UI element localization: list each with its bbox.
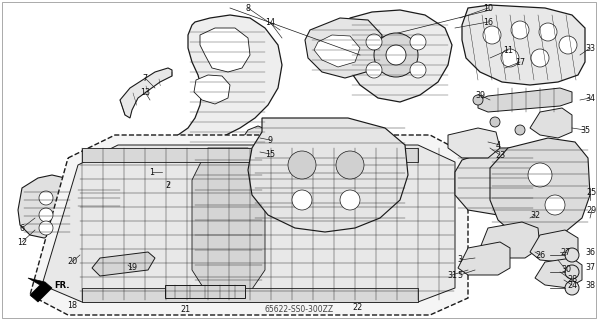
Polygon shape — [244, 126, 270, 152]
Circle shape — [490, 117, 500, 127]
Circle shape — [565, 248, 579, 262]
Circle shape — [410, 62, 426, 78]
Text: 18: 18 — [67, 300, 77, 309]
Circle shape — [565, 265, 579, 279]
Text: 34: 34 — [585, 93, 595, 102]
Text: 23: 23 — [495, 150, 505, 159]
Circle shape — [366, 34, 382, 50]
Circle shape — [501, 49, 519, 67]
Polygon shape — [192, 148, 265, 295]
Text: 3: 3 — [457, 255, 462, 265]
Text: 28: 28 — [567, 276, 577, 284]
Polygon shape — [305, 18, 382, 78]
Polygon shape — [30, 135, 468, 315]
Polygon shape — [344, 10, 452, 102]
Circle shape — [539, 23, 557, 41]
Circle shape — [483, 26, 501, 44]
Text: 30: 30 — [561, 266, 571, 275]
Polygon shape — [178, 15, 282, 148]
Text: 25: 25 — [587, 188, 597, 196]
Circle shape — [288, 151, 316, 179]
Text: 14: 14 — [265, 18, 275, 27]
Text: 7: 7 — [142, 74, 148, 83]
Text: 36: 36 — [585, 247, 595, 257]
Text: 4: 4 — [496, 140, 501, 149]
Circle shape — [565, 281, 579, 295]
Circle shape — [473, 95, 483, 105]
Text: 65622-SS0-300ZZ: 65622-SS0-300ZZ — [264, 305, 334, 314]
Text: 26: 26 — [535, 251, 545, 260]
Circle shape — [511, 21, 529, 39]
Text: 1: 1 — [150, 167, 154, 177]
Circle shape — [559, 36, 577, 54]
Text: 13: 13 — [140, 87, 150, 97]
Text: 11: 11 — [503, 45, 513, 54]
Polygon shape — [148, 165, 175, 188]
Text: 20: 20 — [67, 258, 77, 267]
Polygon shape — [530, 230, 578, 262]
Polygon shape — [478, 88, 572, 112]
Polygon shape — [490, 138, 590, 238]
Polygon shape — [248, 118, 408, 232]
Circle shape — [545, 195, 565, 215]
Polygon shape — [82, 148, 418, 162]
Polygon shape — [120, 68, 172, 118]
Polygon shape — [194, 75, 230, 104]
Text: 12: 12 — [17, 237, 27, 246]
Text: 9: 9 — [267, 135, 273, 145]
Text: 15: 15 — [265, 149, 275, 158]
Text: 32: 32 — [530, 211, 540, 220]
Polygon shape — [165, 188, 184, 204]
Text: FR.: FR. — [54, 282, 69, 291]
Circle shape — [528, 163, 552, 187]
Text: 5: 5 — [457, 270, 463, 279]
Text: 31: 31 — [447, 270, 457, 279]
Text: 6: 6 — [20, 223, 25, 233]
Polygon shape — [92, 252, 155, 276]
Circle shape — [515, 125, 525, 135]
Polygon shape — [530, 108, 572, 138]
Text: 24: 24 — [567, 281, 577, 290]
Polygon shape — [200, 28, 250, 72]
Circle shape — [340, 190, 360, 210]
Polygon shape — [28, 278, 52, 302]
Polygon shape — [72, 183, 125, 215]
Polygon shape — [448, 128, 500, 158]
Polygon shape — [165, 285, 245, 298]
Circle shape — [386, 45, 406, 65]
Circle shape — [374, 33, 418, 77]
Polygon shape — [314, 35, 360, 67]
Text: 33: 33 — [585, 44, 595, 52]
Text: 39: 39 — [475, 91, 485, 100]
Polygon shape — [82, 288, 418, 302]
Polygon shape — [455, 148, 535, 215]
Text: 35: 35 — [580, 125, 590, 134]
Text: 29: 29 — [587, 205, 597, 214]
Circle shape — [531, 49, 549, 67]
Polygon shape — [458, 242, 510, 275]
Polygon shape — [535, 258, 582, 288]
Polygon shape — [462, 5, 585, 85]
Text: 17: 17 — [515, 58, 525, 67]
Polygon shape — [480, 222, 540, 258]
Circle shape — [366, 62, 382, 78]
Polygon shape — [42, 145, 455, 302]
Circle shape — [39, 208, 53, 222]
Text: 21: 21 — [180, 306, 190, 315]
Polygon shape — [18, 175, 72, 238]
Text: 19: 19 — [127, 263, 137, 273]
Text: 38: 38 — [585, 281, 595, 290]
Text: 16: 16 — [483, 18, 493, 27]
Text: 8: 8 — [246, 4, 251, 12]
Circle shape — [39, 191, 53, 205]
Circle shape — [410, 34, 426, 50]
Circle shape — [336, 151, 364, 179]
Text: 2: 2 — [166, 180, 170, 189]
Text: 22: 22 — [353, 303, 363, 313]
Text: 10: 10 — [483, 4, 493, 12]
Text: 37: 37 — [585, 263, 595, 273]
Circle shape — [39, 221, 53, 235]
Text: 27: 27 — [561, 247, 571, 257]
Circle shape — [292, 190, 312, 210]
